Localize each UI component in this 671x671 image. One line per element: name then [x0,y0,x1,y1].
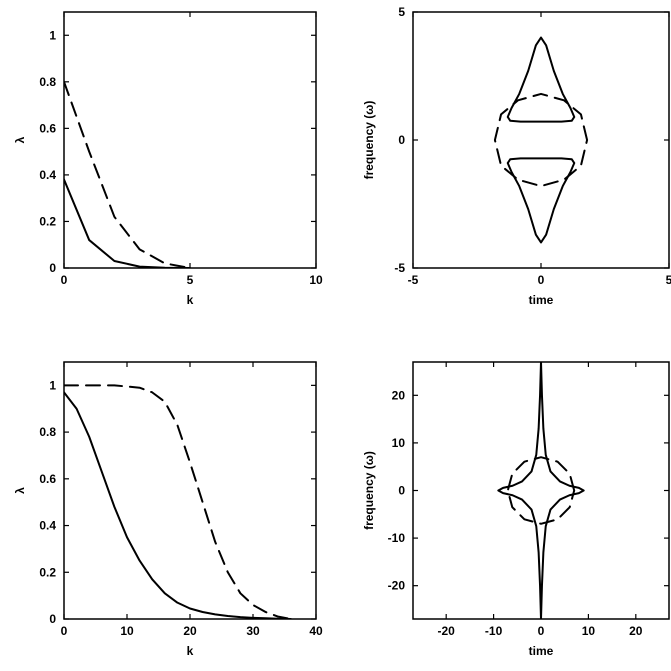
y-tick-label: -10 [388,531,406,545]
plot-frame [412,361,670,620]
y-tick-label: 0.2 [39,214,56,228]
solid-series-line [64,391,292,619]
solid-series-line [506,157,576,244]
x-tick-label: 5 [666,273,671,287]
dashed-series-line [64,80,191,268]
x-tick-label: -5 [408,273,419,287]
x-tick-label: 0 [61,624,68,638]
chart-panel-1: 0 5 10 0 0.2 0.4 0.6 0.8 1 k λ [13,11,323,307]
y-axis-label: λ [13,487,27,494]
y-tick-label: 0 [49,261,56,275]
x-tick-label: 40 [309,624,323,638]
solid-series-line [497,362,585,619]
y-tick-label: 0 [49,612,56,626]
solid-series-line [64,178,191,268]
y-tick-label: -20 [388,579,406,593]
x-tick-label: 20 [629,624,643,638]
plot-frame [412,11,670,269]
chart-panel-3: 0 10 20 30 40 0 0.2 0.4 0.6 0.8 1 k λ [13,361,323,658]
y-tick-label: 5 [398,5,405,19]
x-axis-label: time [529,644,554,658]
y-tick-label: 1 [49,28,56,42]
y-tick-label: 0.6 [39,472,56,486]
y-tick-label: 0.4 [39,519,56,533]
y-tick-label: 0.2 [39,565,56,579]
x-tick-label: 0 [538,624,545,638]
y-axis-label: λ [13,136,27,143]
chart-panel-4: -20 -10 0 10 20 -20 -10 0 10 20 time frequency (ω) [362,361,670,658]
x-axis-label: time [529,293,554,307]
dashed-series-line [64,384,292,619]
y-tick-label: 0.4 [39,168,56,182]
y-tick-label: 0.8 [39,75,56,89]
chart-panel-2: -5 0 5 -5 0 5 time frequency (ω) [362,5,671,307]
solid-series-line [506,36,576,123]
x-tick-label: 20 [183,624,197,638]
x-tick-label: 5 [187,273,194,287]
x-tick-label: 10 [120,624,134,638]
x-axis-label: k [187,644,194,658]
y-tick-label: 10 [392,436,406,450]
x-tick-label: -10 [485,624,503,638]
x-tick-label: 10 [582,624,596,638]
y-tick-label: 0 [398,484,405,498]
y-axis-label: frequency (ω) [362,101,376,180]
y-tick-label: 1 [49,378,56,392]
x-tick-label: 30 [246,624,260,638]
plot-frame [63,361,317,620]
x-tick-label: 0 [538,273,545,287]
y-tick-label: 0 [398,133,405,147]
plot-frame [63,11,317,269]
y-tick-label: 0.6 [39,121,56,135]
y-tick-label: 20 [392,388,406,402]
y-tick-label: 0.8 [39,425,56,439]
dashed-series-line [506,456,576,525]
x-tick-label: 0 [61,273,68,287]
dashed-series-line [493,92,589,188]
x-tick-label: 10 [309,273,323,287]
y-tick-label: -5 [394,261,405,275]
x-tick-label: -20 [438,624,456,638]
y-axis-label: frequency (ω) [362,451,376,530]
x-axis-label: k [187,293,194,307]
